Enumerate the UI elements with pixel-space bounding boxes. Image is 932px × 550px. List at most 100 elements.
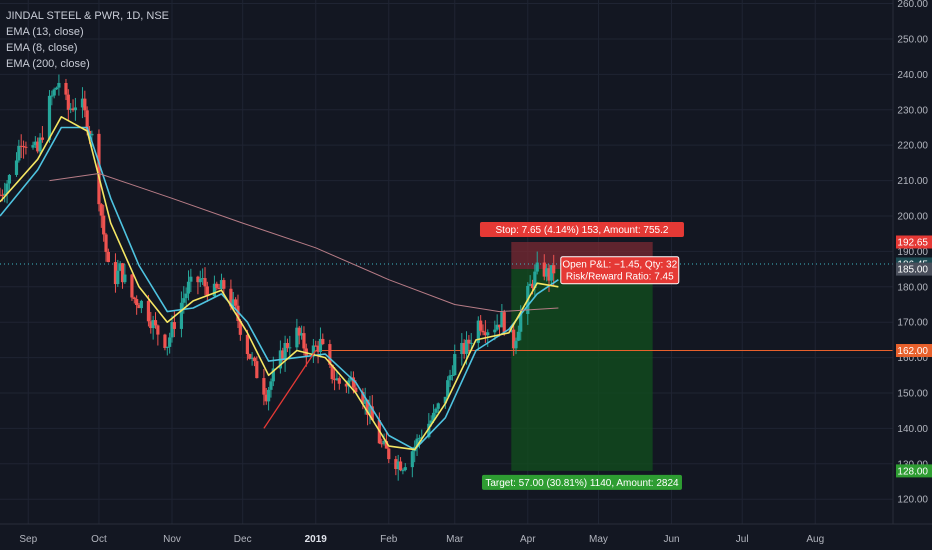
candles [0,74,556,481]
candle-body [347,380,351,387]
candle-body [528,283,532,286]
candle-body [14,160,19,175]
candle [146,294,151,327]
candle [448,369,452,387]
candle [495,314,499,331]
candle-body [212,283,217,297]
candle-body [299,333,304,336]
candle [104,232,108,262]
price-tick-label: 200.00 [897,211,928,222]
candle [231,291,235,312]
price-tick-label: 180.00 [897,282,928,293]
price-tag-bg [896,262,932,276]
candle-body [201,278,205,280]
candle-body [104,234,108,252]
candle [14,152,19,177]
candle-body [149,321,153,329]
candle-body [380,443,384,445]
candle-body [427,423,431,438]
trendline [263,350,317,429]
candle [5,180,9,204]
candle-body [328,344,332,365]
candle-body [542,262,546,277]
candle-body [33,141,37,146]
candle [380,438,384,448]
candle-body [467,339,471,344]
candle [120,262,125,289]
candle-body [547,268,551,281]
candle-body [415,438,419,447]
price-tick-label: 150.00 [897,389,928,400]
candle-body [311,345,315,357]
candle-body [354,387,358,393]
candle-body [229,288,233,307]
candle [3,182,7,203]
candle [123,264,127,284]
candle [450,365,454,381]
candle [139,299,143,314]
time-tick-label: Oct [91,534,107,545]
candle [297,326,301,345]
candle [332,367,337,391]
candle-body [123,274,127,283]
candle-body [73,107,77,111]
candle-body [271,368,275,382]
candle-body [285,343,290,349]
candle [66,89,70,121]
candle-body [255,361,259,379]
candle-body [168,337,172,347]
candle-body [120,263,125,283]
candle-body [151,320,155,329]
candle-body [231,299,235,307]
candle [255,356,259,379]
candle [33,136,37,149]
candle [198,270,202,288]
candle-body [236,305,240,322]
candle-body [365,399,370,415]
candle [436,402,440,414]
candle [90,130,94,148]
candle-body [264,394,268,402]
candle-body [80,98,85,108]
candle-body [250,357,254,359]
price-tag-text: 185.00 [897,265,928,276]
candle-body [394,459,398,470]
candle-body [337,378,341,384]
candle-body [54,87,59,90]
candle-body [215,283,219,288]
candle-body [19,145,23,147]
candle [363,387,367,415]
candle-body [139,300,143,309]
candle [19,134,23,159]
candle-body [382,440,386,444]
candle-body [64,82,68,95]
candle [481,324,485,336]
time-tick-label: Apr [520,534,536,545]
candle [215,281,219,291]
price-tick-label: 170.00 [897,318,928,329]
candle-body [316,345,320,352]
candle-body [401,470,405,472]
candle-body [0,194,4,196]
candle-body [462,342,466,354]
candle-body [469,342,473,344]
candle [38,133,42,156]
candle [321,333,325,346]
candle-body [479,320,483,331]
candle-body [252,357,257,362]
price-axis: 120.00130.00140.00150.00160.00170.00180.… [897,0,928,506]
candle-body [66,94,70,110]
candle-body [57,82,61,88]
candle-body [97,133,101,205]
candle [137,302,141,309]
candle [493,320,497,341]
time-axis: Sep Oct Nov Dec 2019 Feb Mar Apr May Jun Jul Aug [19,534,824,545]
candle-body [483,332,487,336]
candle [36,137,40,154]
candle [394,455,398,476]
candle-body [238,321,242,335]
candle [219,273,224,290]
candle [170,315,174,343]
candle [234,297,238,310]
